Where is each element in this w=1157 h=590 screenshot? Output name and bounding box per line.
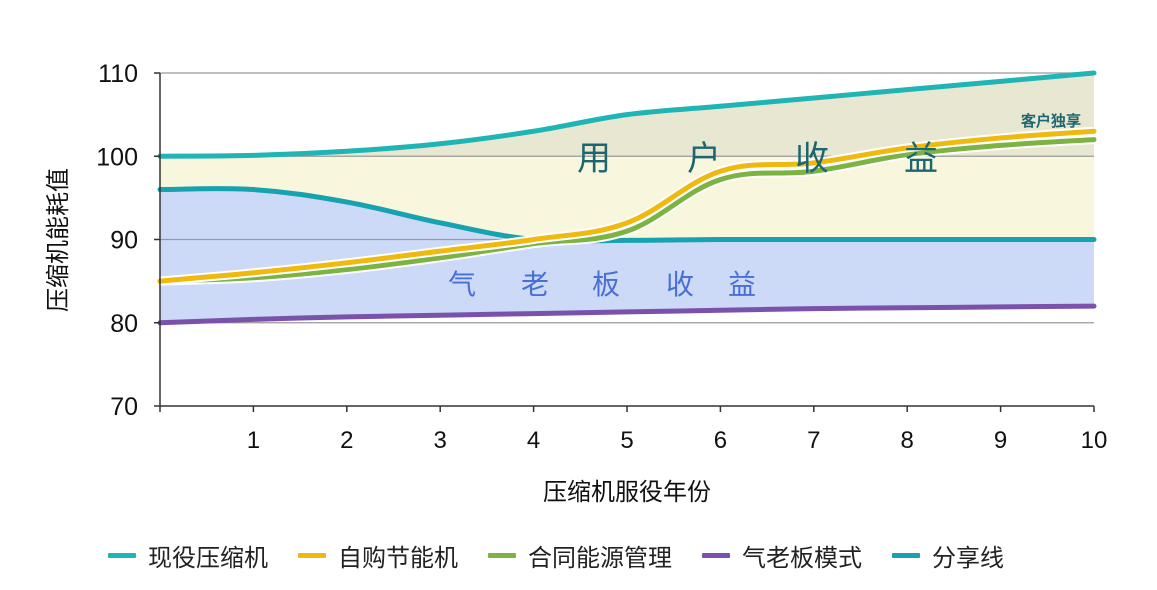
annotation-user-gain: 益: [904, 139, 938, 179]
legend-swatch-icon: [892, 553, 920, 558]
x-axis-title: 压缩机服役年份: [543, 478, 711, 506]
legend-swatch-icon: [108, 553, 136, 558]
x-tick-label: 5: [620, 427, 633, 454]
shaded-regions: [160, 73, 1094, 323]
axes: 70 80 90 100 110 1 2 3 4 5 6 7 8 9 10 压缩机服役年份 压缩机能耗值: [44, 60, 1107, 506]
legend-label: 自购节能机: [338, 544, 458, 572]
chart-canvas: 7080901001101 2 3 4 5 6 7 8 9 10压缩机服役年份压缩机能耗值 用户收…: [44, 60, 1107, 506]
y-tick-label: 90: [110, 227, 138, 255]
x-tick-label: 1: [247, 427, 260, 454]
y-tick-label: 100: [96, 143, 138, 171]
legend-swatch-icon: [488, 553, 516, 558]
annotation-qlb-gain: 气: [448, 268, 476, 301]
line-分享线: [157, 186, 1097, 244]
x-tick-label: 7: [807, 427, 820, 454]
legend-item: 合同能源管理: [488, 538, 672, 573]
legend-label: 现役压缩机: [148, 544, 268, 572]
legend-swatch-icon: [702, 553, 730, 558]
legend-label: 分享线: [932, 544, 1004, 572]
legend: 现役压缩机 自购节能机 合同能源管理 气老板模式 分享线: [108, 538, 1034, 573]
y-tick-label: 110: [98, 60, 138, 88]
line-气老板模式: [157, 303, 1097, 326]
y-tick-label: 70: [110, 393, 138, 421]
legend-item: 自购节能机: [298, 538, 458, 573]
annotations: 用户收益气老板收益客户独享: [448, 112, 1081, 301]
region-qlb-gain: [160, 188, 1094, 323]
legend-swatch-icon: [298, 553, 326, 558]
annotation-qlb-gain: 收: [666, 268, 694, 301]
line-现役压缩机: [157, 70, 1097, 159]
annotation-qlb-gain: 益: [728, 268, 756, 301]
legend-item: 现役压缩机: [108, 538, 268, 573]
annotation-user-gain: 收: [795, 139, 829, 179]
annotation-customer-exclusive: 客户独享: [1020, 112, 1081, 130]
legend-item: 分享线: [892, 538, 1004, 573]
legend-label: 气老板模式: [742, 544, 862, 572]
series-lines: [157, 70, 1097, 326]
x-tick-label: 2: [340, 427, 353, 454]
x-tick-label: 8: [901, 427, 914, 454]
line-合同能源管理: [157, 137, 1097, 284]
legend-label: 合同能源管理: [528, 544, 672, 572]
annotation-qlb-gain: 老: [521, 268, 549, 301]
x-tick-label: 3: [434, 427, 447, 454]
annotation-user-gain: 用: [577, 139, 611, 179]
x-tick-label: 9: [994, 427, 1007, 454]
legend-item: 气老板模式: [702, 538, 862, 573]
line-自购节能机: [157, 128, 1097, 284]
annotation-user-gain: 户: [687, 139, 721, 179]
y-tick-label: 80: [110, 310, 138, 338]
region-user-gain: [160, 156, 1094, 242]
x-tick-label: 10: [1081, 427, 1108, 454]
annotation-qlb-gain: 板: [592, 268, 620, 301]
x-tick-label: 4: [527, 427, 540, 454]
y-axis-title: 压缩机能耗值: [44, 168, 72, 312]
x-tick-label: 6: [714, 427, 727, 454]
